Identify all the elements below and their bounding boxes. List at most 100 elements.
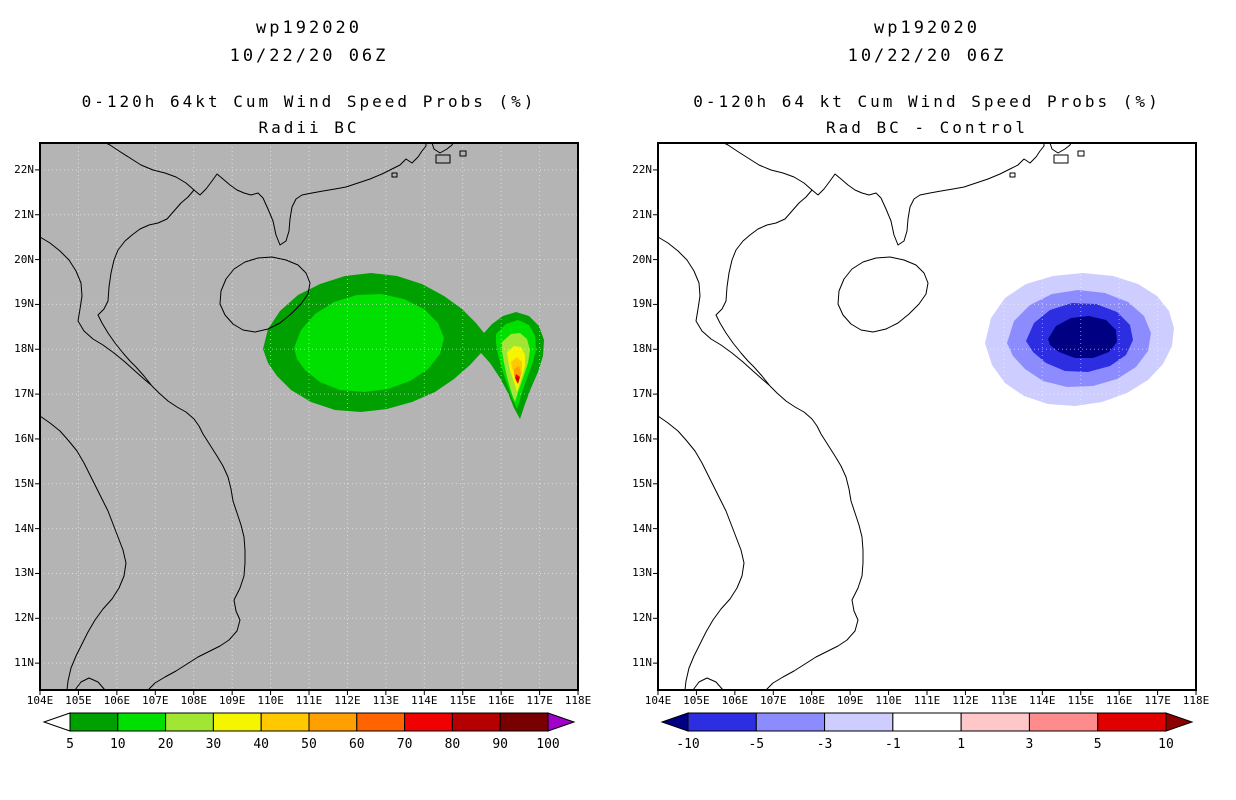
lat-tick-label: 22N <box>14 162 34 176</box>
colorbar-label: 50 <box>301 737 317 752</box>
colorbar-cell <box>165 712 214 732</box>
contour-max-dot <box>516 377 519 381</box>
colorbar-label: 5 <box>1094 737 1102 752</box>
map-difference <box>653 142 1197 695</box>
lon-tick-label: 117E <box>526 694 553 707</box>
lon-tick-label: 106E <box>103 694 131 707</box>
difference-colorbar: -10 -5 -3 -1 1 3 5 10 <box>660 712 1194 752</box>
lat-tick-label: 16N <box>632 431 652 445</box>
colorbar-cell <box>755 712 826 732</box>
colorbar-cell <box>892 712 962 732</box>
lon-tick-label: 105E <box>683 694 710 707</box>
lat-tick-label: 13N <box>632 566 652 580</box>
colorbar-right-arrow <box>1165 712 1194 732</box>
lon-tick-label: 111E <box>913 694 941 707</box>
lat-tick-label: 22N <box>632 162 652 176</box>
lon-tick-label: 118E <box>1182 694 1210 707</box>
colorbar-label: 10 <box>110 737 126 752</box>
lat-tick-label: 21N <box>14 207 34 221</box>
colorbar-cell <box>824 712 894 732</box>
colorbar-label: 60 <box>349 737 365 752</box>
model-label: Rad BC - Control <box>825 118 1029 137</box>
lon-tick-label: 116E <box>1105 694 1133 707</box>
graticule <box>658 143 1196 690</box>
colorbar-cell <box>404 712 453 732</box>
init-datetime: 10/22/20 06Z <box>847 46 1007 66</box>
colorbar-label: -10 <box>676 737 699 752</box>
lon-tick-label: 110E <box>875 694 902 707</box>
lat-tick-label: 17N <box>14 387 34 401</box>
lat-tick-label: 18N <box>632 342 652 356</box>
lat-tick-label: 15N <box>14 476 34 490</box>
lat-tick-label: 11N <box>632 656 652 670</box>
lon-tick-label: 104E <box>26 694 54 707</box>
colorbar-label: -1 <box>885 737 901 752</box>
lon-tick-label: 109E <box>218 694 246 707</box>
lon-tick-label: 116E <box>487 694 515 707</box>
lon-tick-label: 109E <box>836 694 864 707</box>
panel-rad-bc-minus-control: wp192020 10/22/20 06Z 0-120h 64 kt Cum W… <box>618 0 1236 800</box>
colorbar-cell <box>1028 712 1099 732</box>
map-frame <box>657 142 1197 691</box>
colorbar-label: 40 <box>253 737 269 752</box>
lon-tick-label: 105E <box>65 694 92 707</box>
difference-contours <box>985 273 1174 406</box>
colorbar-cell <box>69 712 119 732</box>
lon-tick-label: 112E <box>952 694 979 707</box>
lat-axis: 22N 21N 20N 19N 18N 17N 16N 15N 14N 13N 12N 11N <box>0 0 37 720</box>
lat-tick-label: 14N <box>14 521 34 535</box>
colorbar-cell <box>308 712 358 732</box>
lon-tick-label: 106E <box>721 694 749 707</box>
colorbar-label: 3 <box>1026 737 1034 752</box>
model-label: Radii BC <box>258 118 360 137</box>
lat-tick-label: 11N <box>14 656 34 670</box>
colorbar-label: 80 <box>445 737 461 752</box>
probability-contours <box>263 273 544 419</box>
lat-tick-label: 18N <box>14 342 34 356</box>
graticule <box>40 143 578 690</box>
map-background <box>40 143 578 690</box>
lat-tick-label: 19N <box>632 297 652 311</box>
lon-tick-label: 114E <box>411 694 438 707</box>
lat-tick-label: 19N <box>14 297 34 311</box>
lat-tick-label: 14N <box>632 521 652 535</box>
lon-tick-label: 104E <box>644 694 672 707</box>
colorbar-left-arrow <box>42 712 71 732</box>
lon-tick-label: 113E <box>372 694 400 707</box>
colorbar-cell <box>117 712 167 732</box>
storm-id-title: wp192020 <box>874 18 980 38</box>
probability-colorbar: 5 10 20 30 40 50 60 70 80 90 100 <box>42 712 576 752</box>
map-background <box>658 143 1196 690</box>
colorbar-cell <box>260 712 310 732</box>
lon-tick-label: 118E <box>564 694 592 707</box>
lat-tick-label: 12N <box>632 611 652 625</box>
lon-tick-label: 107E <box>142 694 169 707</box>
lat-tick-label: 13N <box>14 566 34 580</box>
lon-tick-label: 108E <box>798 694 825 707</box>
lat-tick-label: 16N <box>14 431 34 445</box>
product-subtitle: 0-120h 64kt Cum Wind Speed Probs (%) <box>81 92 537 111</box>
colorbar-label: 70 <box>397 737 413 752</box>
lon-tick-label: 114E <box>1029 694 1056 707</box>
contour-10pct-main <box>294 294 444 392</box>
lon-tick-label: 115E <box>1067 694 1094 707</box>
colorbar-cell <box>1097 712 1167 732</box>
lon-tick-label: 111E <box>295 694 323 707</box>
colorbar-cell <box>687 712 757 732</box>
lon-axis: 104E 105E 106E 107E 108E 109E 110E 111E 112E 113E… <box>618 694 1236 710</box>
lon-tick-label: 113E <box>990 694 1018 707</box>
lat-axis: 22N 21N 20N 19N 18N 17N 16N 15N 14N 13N 12N 11N <box>618 0 655 720</box>
colorbar-label: -3 <box>817 737 833 752</box>
colorbar-left-arrow <box>660 712 689 732</box>
lat-tick-label: 20N <box>14 252 34 266</box>
colorbar-cell <box>212 712 262 732</box>
map-frame <box>39 142 579 691</box>
colorbar-label: 5 <box>66 737 74 752</box>
colorbar-cell <box>451 712 501 732</box>
init-datetime: 10/22/20 06Z <box>229 46 389 66</box>
colorbar-label: 90 <box>492 737 508 752</box>
map-radii-bc <box>35 142 579 695</box>
lon-axis: 104E 105E 106E 107E 108E 109E 110E 111E 112E 113E… <box>0 694 618 710</box>
colorbar-label: 1 <box>957 737 965 752</box>
lon-tick-label: 117E <box>1144 694 1171 707</box>
